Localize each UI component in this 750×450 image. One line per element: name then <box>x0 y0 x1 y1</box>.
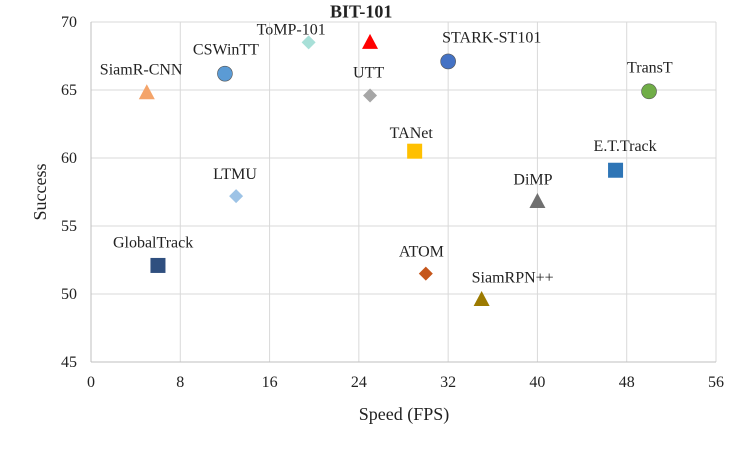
label-ltmu: LTMU <box>213 166 257 183</box>
x-tick-label: 32 <box>440 374 456 391</box>
x-tick-label: 56 <box>708 374 724 391</box>
label-transt: TransT <box>627 59 673 76</box>
x-tick-label: 16 <box>262 374 278 391</box>
point-utt <box>363 88 378 103</box>
point-transt <box>641 83 657 100</box>
y-tick-label: 55 <box>61 218 77 235</box>
label-dimp: DiMP <box>513 172 552 189</box>
y-tick-label: 45 <box>61 354 77 371</box>
x-tick-label: 24 <box>351 374 367 391</box>
label-cswintt: CSWinTT <box>193 42 259 59</box>
x-tick-label: 48 <box>619 374 635 391</box>
point-tomp-101 <box>301 35 316 50</box>
point-cswintt <box>217 65 233 82</box>
point-tanet <box>407 143 423 159</box>
data-points <box>138 33 657 306</box>
y-tick-label: 65 <box>61 82 77 99</box>
x-axis-label: Speed (FPS) <box>359 404 450 425</box>
x-tick-label: 40 <box>529 374 545 391</box>
point-globaltrack <box>150 257 166 273</box>
point-ltmu <box>229 189 244 204</box>
label-bit-101: BIT-101 <box>330 1 392 21</box>
tick-labels: 0 8 16 24 32 40 48 56 45 50 55 60 65 70 <box>61 14 724 391</box>
point-stark-st101 <box>440 53 456 70</box>
label-globaltrack: GlobalTrack <box>113 234 193 251</box>
point-siamrpn- <box>473 290 490 306</box>
point-atom <box>418 266 433 281</box>
x-tick-label: 0 <box>87 374 95 391</box>
point-siamr-cnn <box>138 84 155 100</box>
y-tick-label: 50 <box>61 286 77 303</box>
label-tanet: TANet <box>390 125 434 142</box>
y-tick-label: 70 <box>61 14 77 31</box>
label-tomp-101: ToMP-101 <box>257 21 326 38</box>
y-tick-label: 60 <box>61 150 77 167</box>
label-siamr-cnn: SiamR-CNN <box>100 62 183 79</box>
label-atom: ATOM <box>399 244 444 261</box>
point-dimp <box>529 193 546 209</box>
point-e-t-track <box>608 162 624 178</box>
label-siamrpn-: SiamRPN++ <box>472 269 554 286</box>
label-stark-st101: STARK-ST101 <box>442 29 541 46</box>
point-bit-101 <box>362 33 379 49</box>
label-utt: UTT <box>353 64 384 81</box>
y-axis-label: Success <box>30 164 50 221</box>
axes <box>90 22 716 363</box>
x-tick-label: 8 <box>176 374 184 391</box>
grid-lines <box>91 21 717 362</box>
label-e-t-track: E.T.Track <box>594 138 657 155</box>
